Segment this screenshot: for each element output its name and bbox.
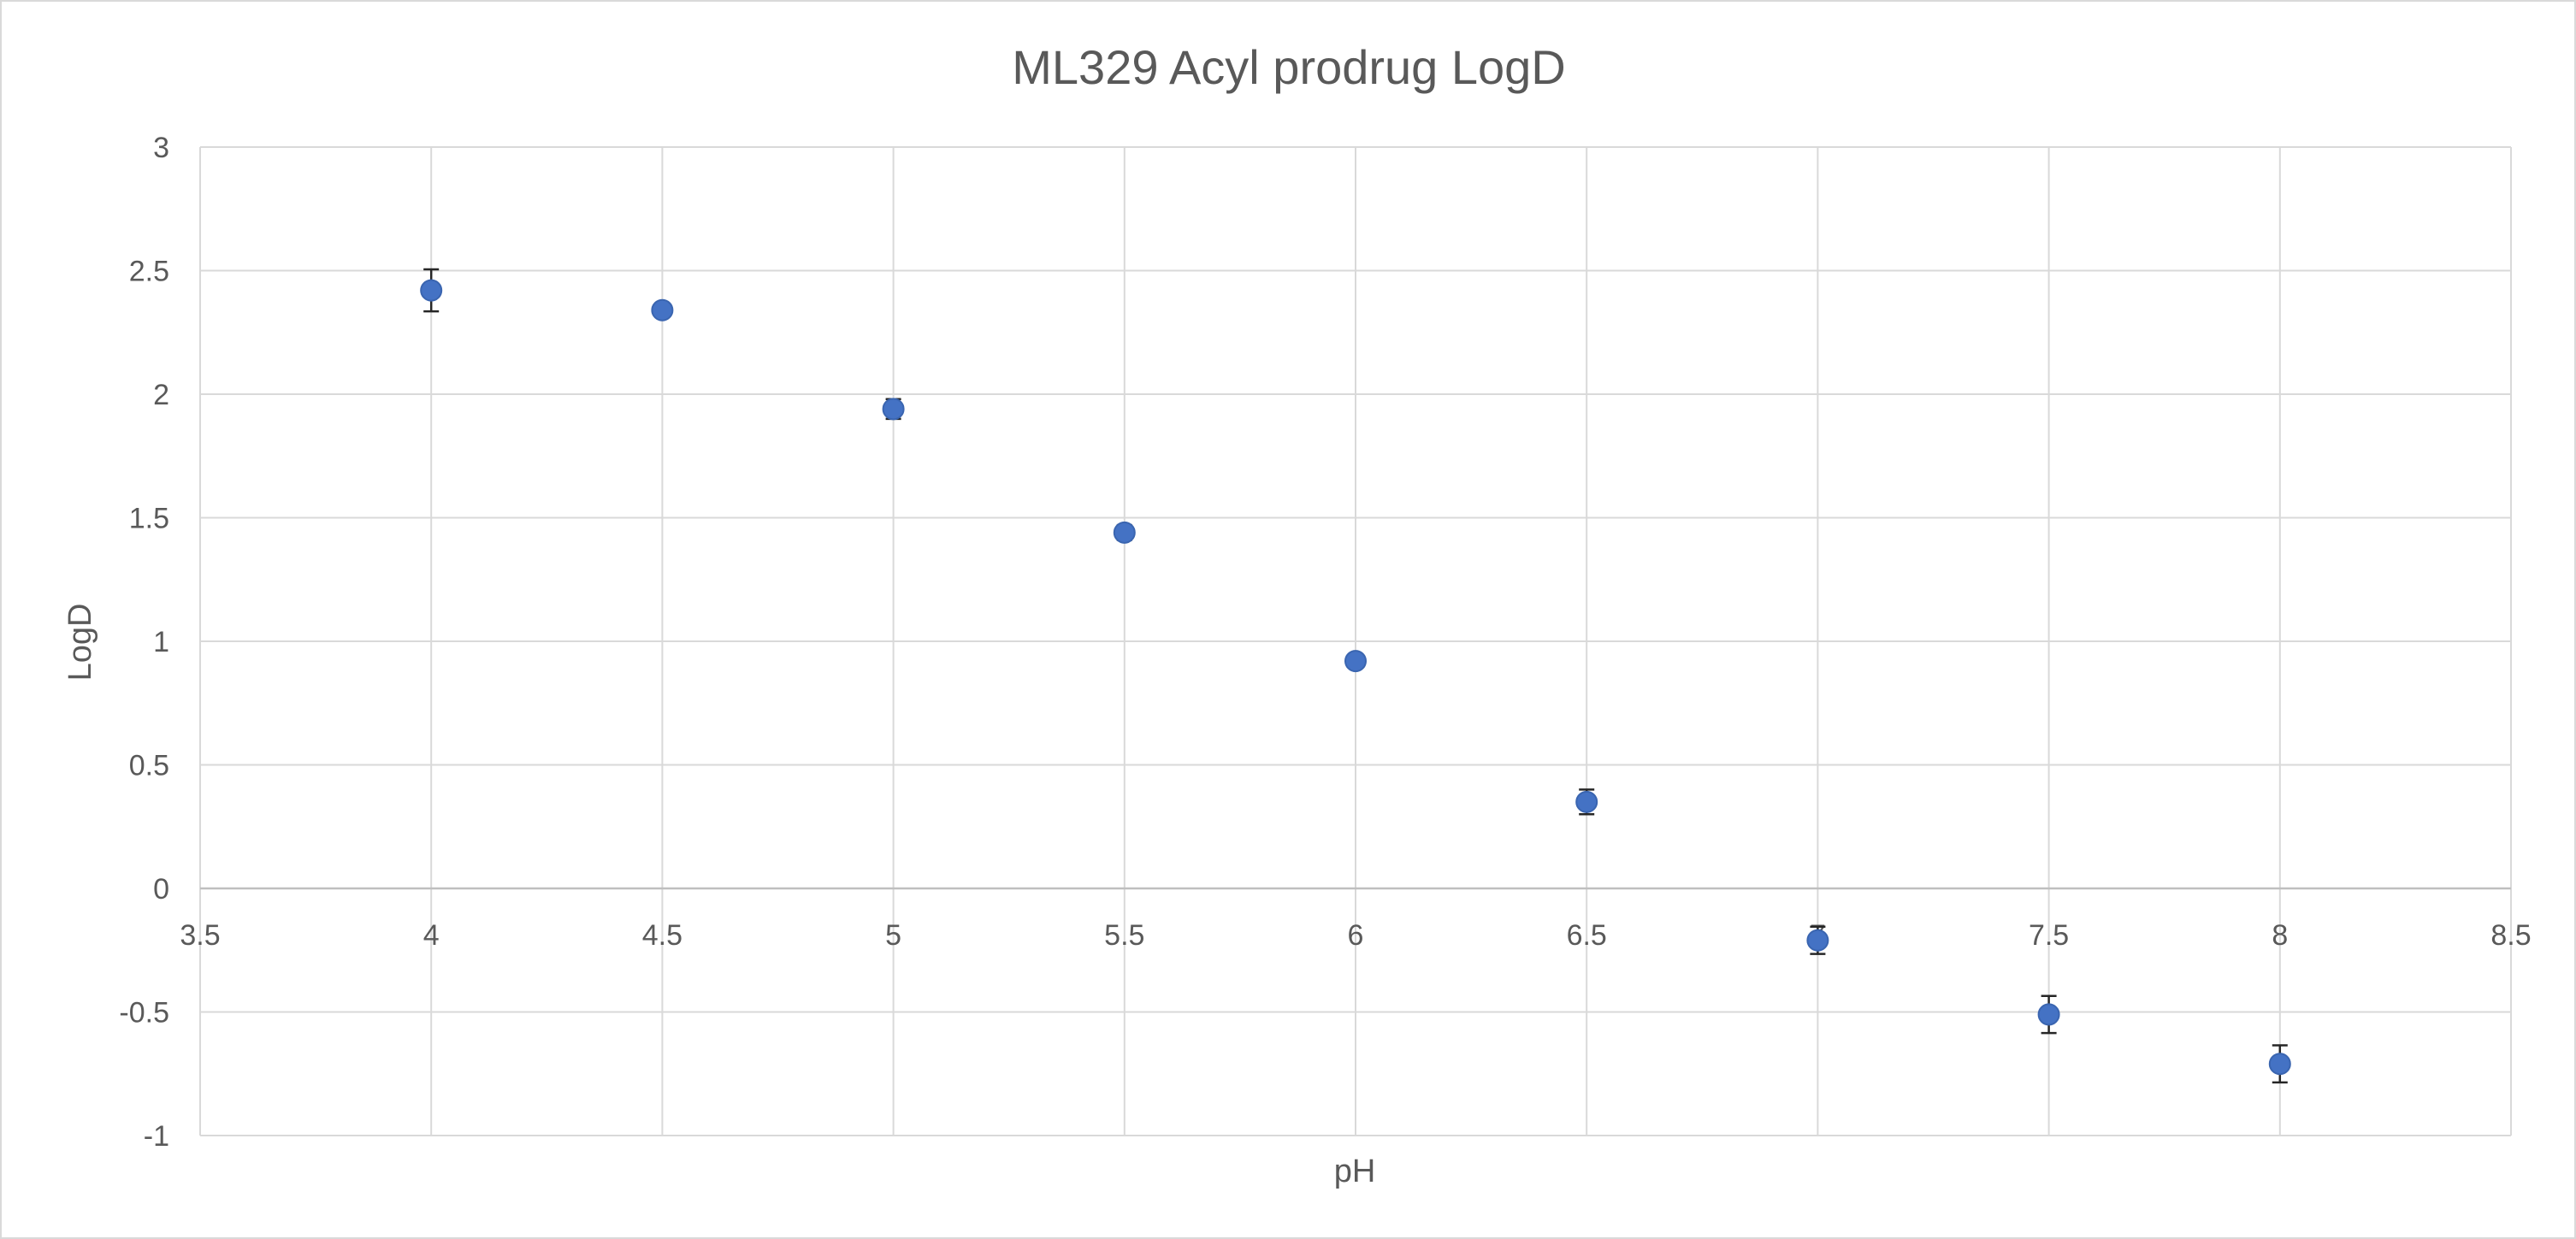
data-point [882,398,905,421]
y-tick-label: 0.5 [129,750,169,782]
y-axis-title: LogD [62,604,98,681]
y-tick-label: 0 [153,873,169,906]
x-tick-label: 5.5 [1104,919,1144,952]
y-tick-label: -1 [144,1120,169,1153]
y-tick-label: 2 [153,379,169,411]
y-tick-label: 2.5 [129,256,169,288]
y-tick-label: 1.5 [129,503,169,535]
x-tick-label: 6.5 [1567,919,1607,952]
x-tick-label: 5 [885,919,901,952]
data-point [2268,1053,2291,1076]
data-point [2037,1003,2060,1026]
gridlines [199,146,2512,1136]
data-point [1113,521,1136,544]
x-tick-label: 4.5 [642,919,682,952]
data-point [420,279,443,302]
x-axis-title: pH [1334,1153,1376,1189]
data-point [1575,790,1598,813]
x-tick-label: 3.5 [180,919,220,952]
data-point [1806,929,1829,952]
chart-title: ML329 Acyl prodrug LogD [1012,40,1566,94]
x-tick-label: 7.5 [2029,919,2069,952]
y-tick-label: 1 [153,626,169,658]
y-tick-label: -0.5 [119,997,169,1030]
y-tick-label: 3 [153,132,169,164]
data-point [651,298,674,322]
x-tick-label: 6 [1348,919,1364,952]
x-tick-label: 8.5 [2490,919,2531,952]
x-tick-label: 8 [2272,919,2288,952]
data-point [1344,650,1367,673]
x-tick-label: 4 [423,919,440,952]
data-points [420,279,2291,1076]
